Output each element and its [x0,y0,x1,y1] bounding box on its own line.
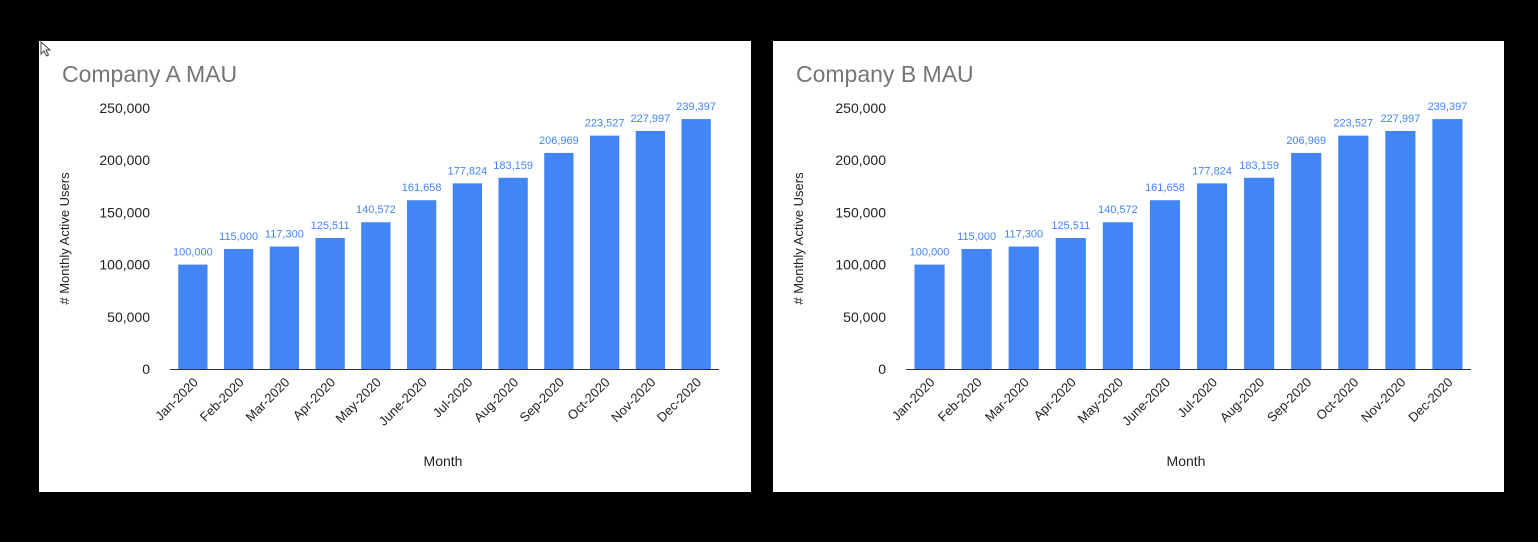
x-tick-label: Dec-2020 [654,375,704,425]
x-tick-label: Jul-2020 [1174,375,1220,421]
data-label: 227,997 [1380,113,1420,125]
data-label: 115,000 [219,231,258,243]
bar [1291,152,1322,369]
x-tick-label: Apr-2020 [290,375,338,423]
y-tick-label: 0 [142,361,150,377]
bar [1432,119,1463,369]
x-tick-label: Sep-2020 [1264,375,1314,425]
y-axis-label: # Monthly Active Users [57,172,72,305]
bar [589,135,620,369]
bar [914,264,945,369]
bar [1055,237,1086,369]
bar [544,152,574,369]
x-tick-label: Mar-2020 [243,375,293,425]
y-tick-label: 200,000 [835,152,886,168]
bar [1196,183,1228,369]
bar [1338,135,1369,369]
data-label: 117,300 [1004,229,1043,241]
x-tick-label: Aug-2020 [471,375,521,425]
y-tick-label: 50,000 [107,309,150,325]
x-tick-label: Sep-2020 [517,375,567,425]
x-tick-label: Oct-2020 [1313,375,1361,423]
chart-title: Company B MAU [796,61,974,87]
data-label: 161,658 [402,182,442,194]
data-label: 183,159 [1239,160,1279,172]
y-tick-label: 100,000 [835,257,886,273]
x-tick-label: Mar-2020 [982,375,1032,425]
data-label: 125,511 [1051,220,1090,232]
bar-chart-company-a: 0 50,000 100,000 150,000 200,000 250,000 # Mon… [57,100,719,469]
bar [1149,200,1181,369]
y-tick-label: 200,000 [99,152,150,168]
x-tick-label: Dec-2020 [1405,375,1455,425]
chart-panel-company-a: Company A MAU 0 50,000 100,000 150,000 200,0… [39,41,751,492]
data-label: 177,824 [447,165,487,177]
bar [498,177,528,369]
bar [361,222,391,369]
data-label: 227,997 [630,113,670,125]
y-axis-label: # Monthly Active Users [791,172,806,305]
bar [269,246,300,369]
data-label: 177,824 [1192,165,1232,177]
x-tick-label: Jan-2020 [152,375,201,424]
y-tick-label: 250,000 [835,100,886,116]
bar-chart-company-b: 0 50,000 100,000 150,000 200,000 250,000 # Mon… [791,100,1471,469]
y-tick-label: 150,000 [99,204,150,220]
x-tick-label: June-2020 [376,375,430,429]
bar [961,248,992,369]
y-tick-label: 100,000 [99,257,150,273]
data-label: 117,300 [265,229,304,241]
y-tick-label: 150,000 [835,204,886,220]
y-tick-label: 0 [878,361,886,377]
data-label: 140,572 [356,204,396,216]
bar [635,130,666,369]
data-label: 183,159 [493,160,533,172]
x-tick-label: Jan-2020 [889,375,938,424]
chart-panel-company-b: Company B MAU 0 50,000 100,000 150,000 200,0… [773,41,1504,492]
bar [315,237,345,369]
x-axis-label: Month [1167,453,1206,469]
bar [681,119,711,369]
data-label: 223,527 [585,118,625,130]
x-tick-label: Feb-2020 [935,375,985,425]
x-tick-label: Apr-2020 [1030,375,1078,423]
x-tick-label: Jul-2020 [430,375,476,421]
bar [406,200,437,369]
bar [1008,246,1039,369]
x-tick-label: Oct-2020 [564,375,612,423]
x-tick-label: June-2020 [1119,375,1173,429]
x-tick-label: Feb-2020 [197,375,247,425]
data-label: 100,000 [910,247,950,259]
x-axis-label: Month [424,453,463,469]
data-label: 100,000 [173,247,213,259]
bar [1244,177,1275,369]
data-label: 223,527 [1333,118,1373,130]
bar [223,248,254,369]
data-label: 140,572 [1098,204,1138,216]
data-label: 115,000 [957,231,996,243]
x-tick-label: Aug-2020 [1217,375,1267,425]
bar [1385,130,1416,369]
x-tick-label: Nov-2020 [1358,375,1408,425]
bar [178,264,208,369]
y-tick-label: 250,000 [99,100,150,116]
mouse-pointer-icon [40,41,52,57]
data-label: 239,397 [676,101,716,113]
data-label: 161,658 [1145,182,1185,194]
bar [452,183,483,369]
x-tick-label: Nov-2020 [608,375,658,425]
data-label: 206,969 [1286,135,1326,147]
data-label: 239,397 [1428,101,1468,113]
data-label: 206,969 [539,135,579,147]
chart-title: Company A MAU [62,61,238,87]
bar [1102,222,1133,369]
y-tick-label: 50,000 [843,309,886,325]
data-label: 125,511 [311,220,350,232]
